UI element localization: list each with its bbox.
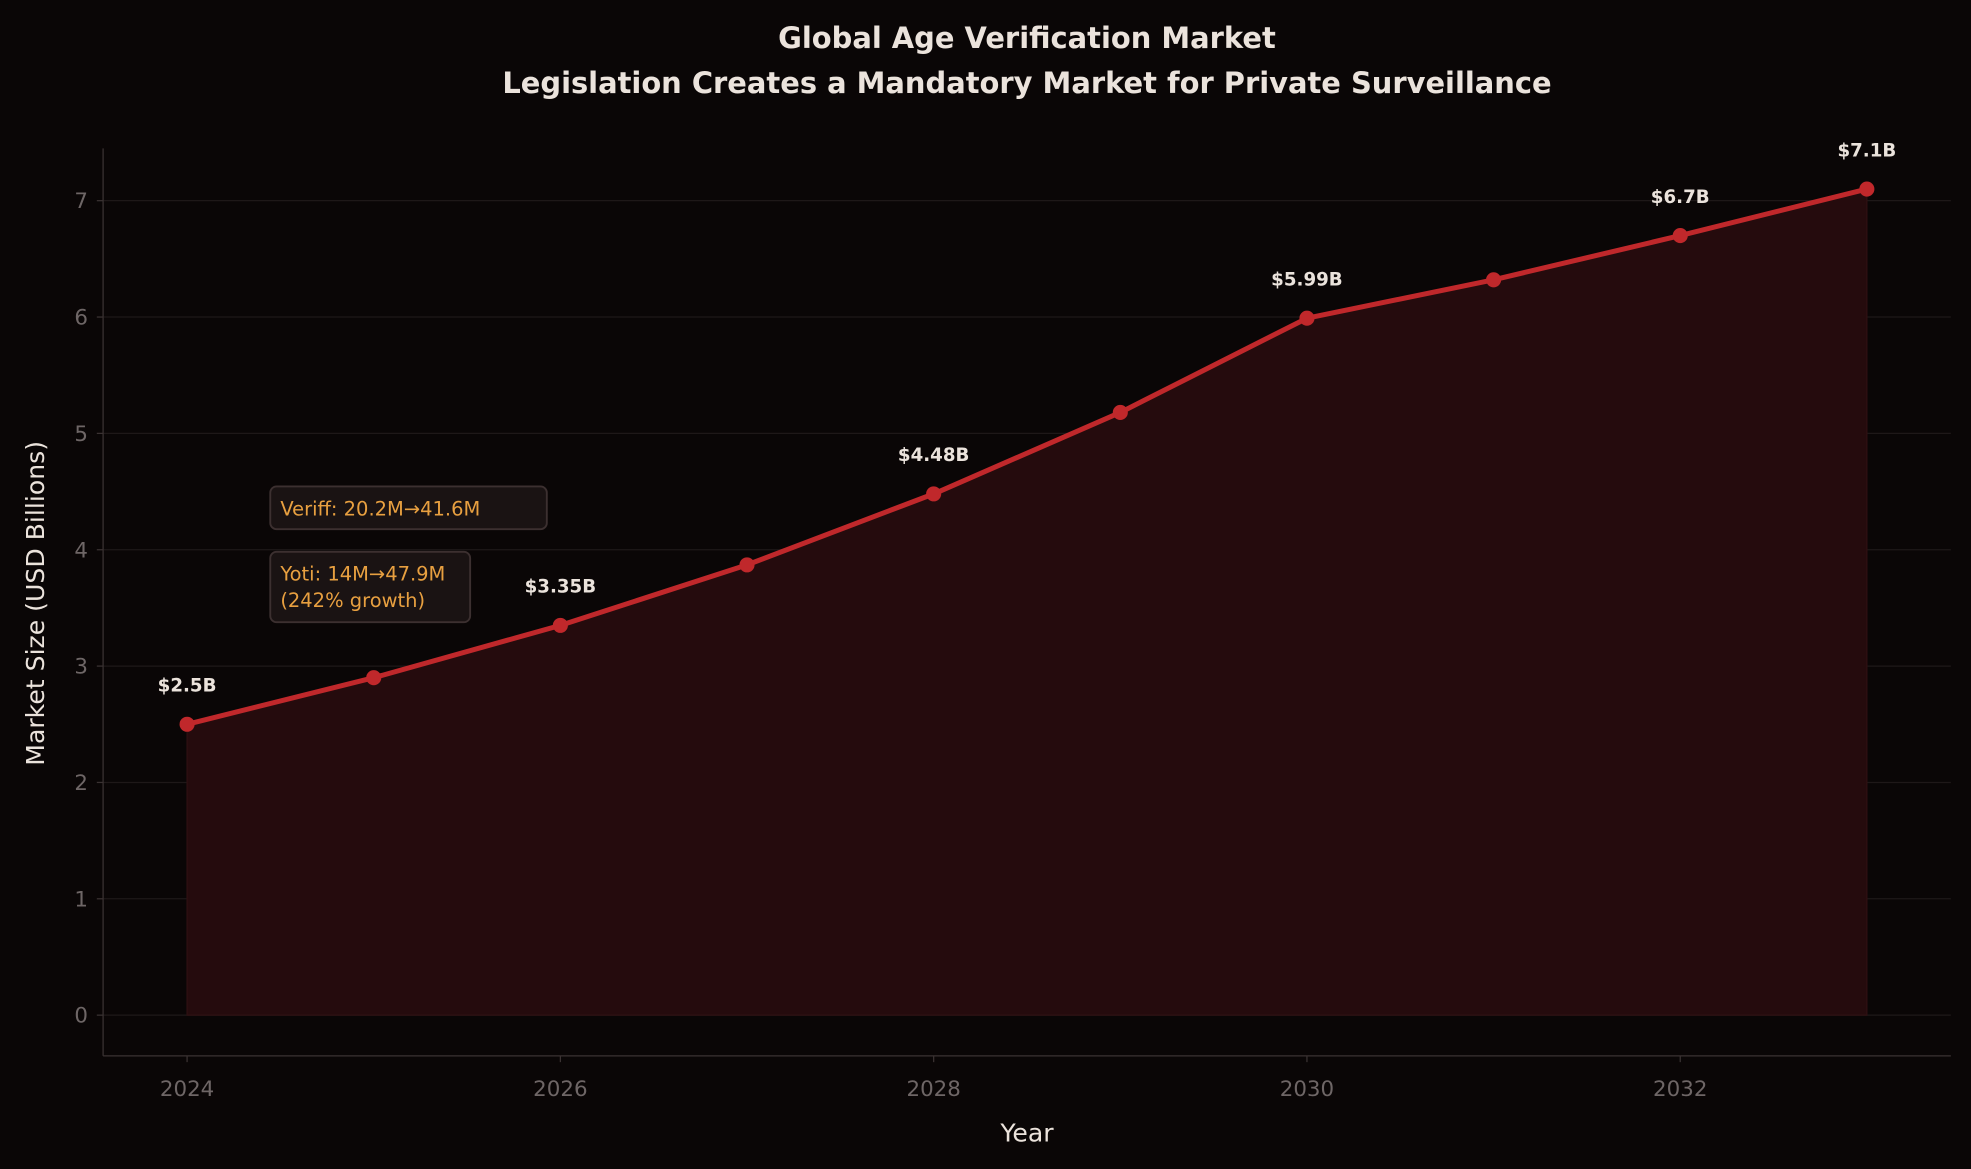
x-tick-label: 2026 bbox=[533, 1077, 587, 1102]
data-point bbox=[926, 486, 942, 502]
y-tick-label: 3 bbox=[74, 655, 88, 680]
data-label: $7.1B bbox=[1837, 140, 1896, 161]
data-point bbox=[366, 670, 382, 686]
y-tick-label: 7 bbox=[74, 189, 88, 214]
x-tick-label: 2028 bbox=[906, 1077, 960, 1102]
annotation-text: Yoti: 14M→47.9M bbox=[279, 563, 445, 586]
data-point bbox=[1299, 310, 1315, 326]
market-line bbox=[186, 186, 1868, 727]
y-tick-label: 4 bbox=[74, 538, 88, 563]
x-tick-label: 2024 bbox=[160, 1077, 214, 1102]
annotation-background bbox=[269, 485, 548, 531]
data-point bbox=[552, 617, 568, 633]
series-line bbox=[179, 181, 1875, 732]
annotation-text: (242% growth) bbox=[280, 589, 425, 612]
data-point bbox=[179, 716, 195, 732]
data-label: $2.5B bbox=[158, 676, 217, 697]
data-point bbox=[1112, 404, 1128, 420]
y-tick-label: 2 bbox=[74, 771, 88, 796]
y-tick-label: 5 bbox=[74, 422, 88, 447]
annotation-background bbox=[269, 550, 472, 624]
data-label: $4.48B bbox=[898, 445, 970, 466]
annotation-box: Veriff: 20.2M→41.6M bbox=[269, 485, 548, 531]
data-point bbox=[1859, 181, 1875, 197]
data-point bbox=[739, 557, 755, 573]
x-axis-label: Year bbox=[999, 1118, 1054, 1147]
data-label: $3.35B bbox=[525, 577, 597, 598]
annotation-box: Yoti: 14M→47.9M (242% growth) bbox=[269, 550, 472, 624]
annotations: Veriff: 20.2M→41.6M Yoti: 14M→47.9M (242% … bbox=[269, 485, 548, 624]
y-axis-label: Market Size (USD Billions) bbox=[21, 441, 50, 766]
data-point bbox=[1486, 272, 1502, 288]
data-label: $5.99B bbox=[1271, 270, 1343, 291]
chart-title: Global Age Verification Market bbox=[778, 21, 1276, 55]
annotation-text: Veriff: 20.2M→41.6M bbox=[280, 497, 480, 520]
data-point bbox=[1672, 228, 1688, 244]
data-labels: $2.5B $3.35B $4.48B $5.99B $6.7B $7.1B bbox=[158, 140, 1897, 696]
ticks: 0 1 2 3 4 5 6 7 2024 2026 2028 2030 2032 bbox=[74, 189, 1707, 1102]
y-tick-label: 1 bbox=[74, 887, 88, 912]
chart-subtitle: Legislation Creates a Mandatory Market f… bbox=[502, 66, 1551, 100]
x-tick-label: 2032 bbox=[1653, 1077, 1707, 1102]
y-tick-label: 0 bbox=[74, 1004, 88, 1029]
y-tick-label: 6 bbox=[74, 306, 88, 331]
x-tick-label: 2030 bbox=[1280, 1077, 1334, 1102]
data-label: $6.7B bbox=[1651, 187, 1710, 208]
